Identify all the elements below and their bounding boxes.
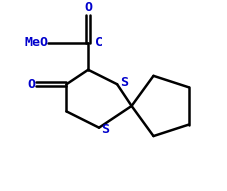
Text: S: S <box>101 123 109 136</box>
Text: O: O <box>28 78 36 91</box>
Text: S: S <box>120 76 128 89</box>
Text: O: O <box>84 1 92 14</box>
Text: MeO: MeO <box>24 36 48 49</box>
Text: C: C <box>95 36 104 49</box>
